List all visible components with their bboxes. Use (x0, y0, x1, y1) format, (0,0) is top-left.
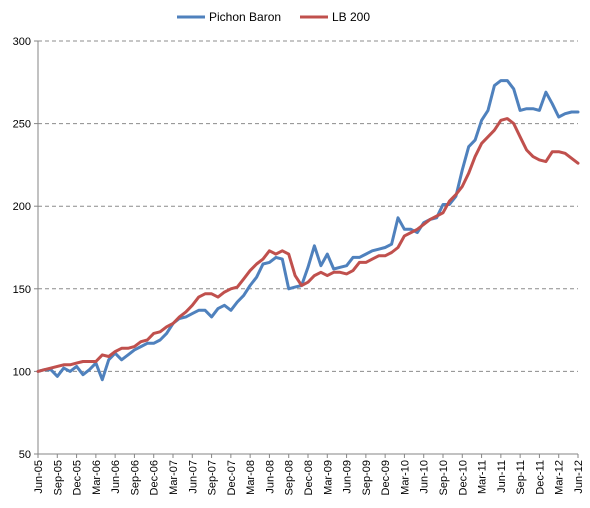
x-tick-label: Sep-06 (129, 460, 141, 495)
x-tick-label: Jun-08 (264, 460, 276, 494)
x-tick-label: Mar-09 (322, 460, 334, 495)
legend-label-pichon-baron: Pichon Baron (209, 10, 281, 24)
x-tick-label: Mar-10 (399, 460, 411, 495)
x-tick-label: Jun-09 (342, 460, 354, 494)
x-tick-label: Dec-07 (226, 460, 238, 495)
x-tick-label: Jun-07 (187, 460, 199, 494)
x-tick-label: Jun-10 (419, 460, 431, 494)
x-tick-label: Jun-12 (573, 460, 585, 494)
x-tick-label: Mar-07 (168, 460, 180, 495)
x-tick-label: Dec-06 (149, 460, 161, 495)
series-line-lb-200 (36, 117, 580, 373)
legend: Pichon Baron LB 200 (177, 10, 370, 24)
x-tick-label: Jun-06 (110, 460, 122, 494)
y-tick-label: 250 (13, 119, 31, 131)
x-tick-label: Mar-08 (245, 460, 257, 495)
y-tick-label: 200 (13, 201, 31, 213)
x-tick-label: Sep-08 (284, 460, 296, 495)
legend-label-lb-200: LB 200 (332, 10, 370, 24)
series-lines (36, 79, 580, 382)
x-tick-label: Sep-05 (52, 460, 64, 495)
x-tick-label: Mar-06 (91, 460, 103, 495)
gridlines (38, 40, 578, 372)
x-tick-label: Dec-08 (303, 460, 315, 495)
x-tick-label: Dec-05 (72, 460, 84, 495)
x-tick-label: Sep-11 (515, 460, 527, 495)
x-axis: Jun-05 Sep-05 Dec-05 Mar-06 Jun-06 Sep-06 Dec-… (33, 453, 585, 495)
x-tick-label: Dec-10 (457, 460, 469, 495)
x-tick-label: Sep-09 (361, 460, 373, 495)
x-tick-label: Mar-12 (554, 460, 566, 495)
x-tick-label: Sep-07 (207, 460, 219, 495)
x-tick-label: Mar-11 (477, 460, 489, 494)
y-tick-label: 50 (19, 449, 31, 461)
y-tick-label: 150 (13, 284, 31, 296)
y-tick-label: 100 (13, 366, 31, 378)
x-tick-label: Sep-10 (438, 460, 450, 495)
x-tick-label: Dec-09 (380, 460, 392, 495)
x-tick-label: Dec-11 (534, 460, 546, 495)
x-tick-label: Jun-11 (496, 460, 508, 493)
x-tick-label: Jun-05 (33, 460, 45, 494)
y-tick-label: 300 (13, 36, 31, 48)
series-line-pichon-baron (36, 79, 580, 382)
y-axis: 50 100 150 200 250 300 (13, 36, 39, 461)
